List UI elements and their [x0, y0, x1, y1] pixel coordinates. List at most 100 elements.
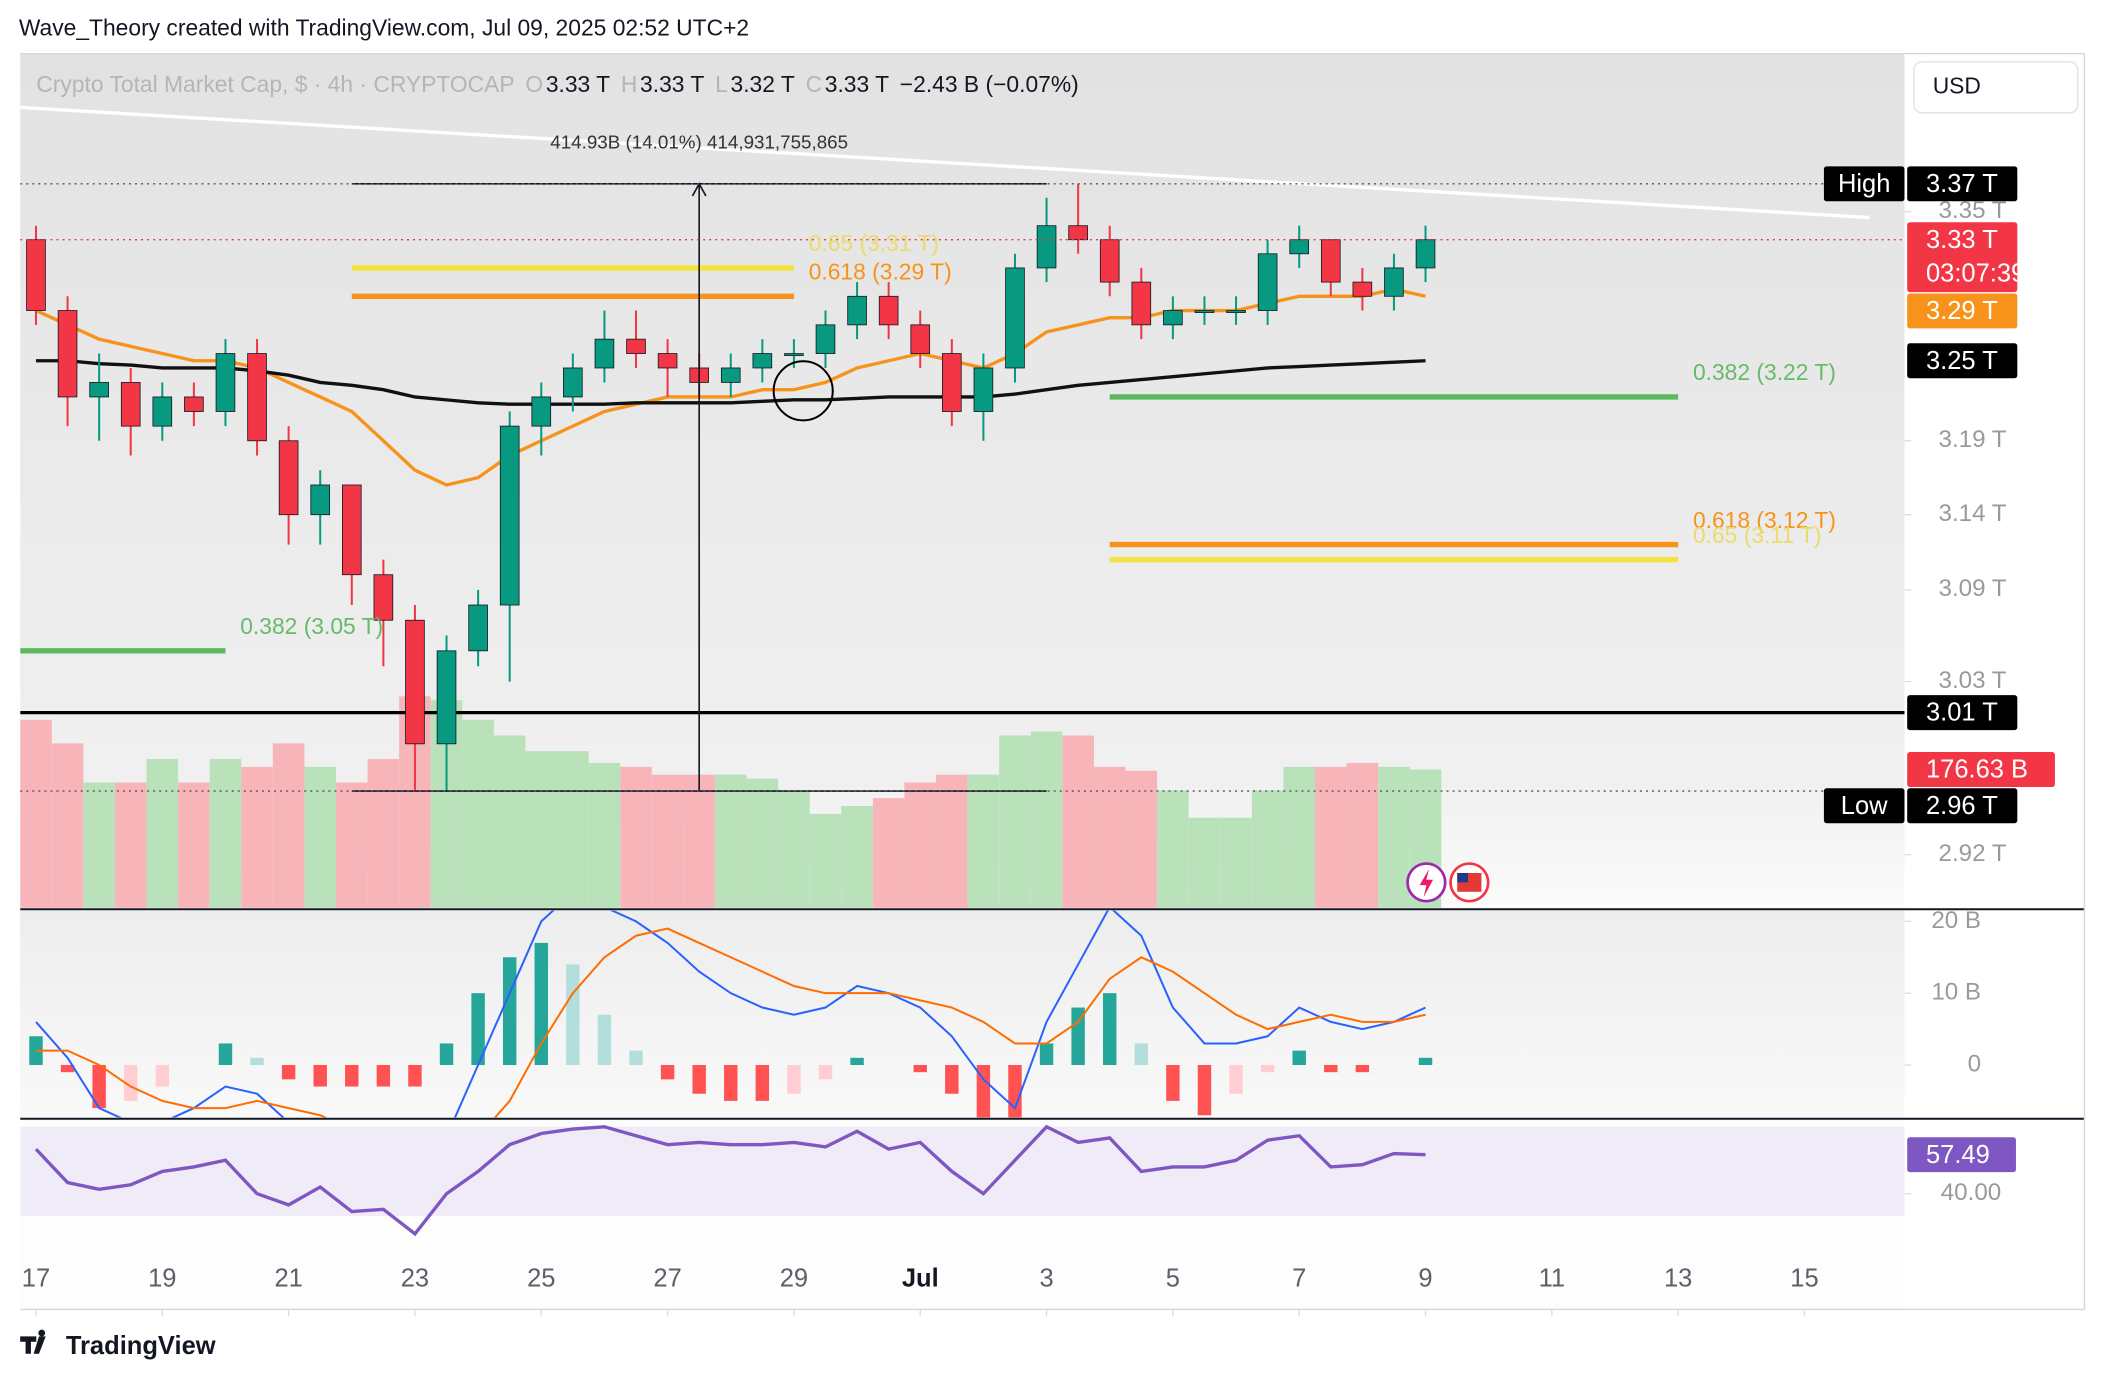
candle-body	[468, 604, 488, 652]
x-tick-label: 9	[1418, 1265, 1432, 1293]
symbol-legend: Crypto Total Market Cap, $ · 4h · CRYPTO…	[36, 71, 1078, 97]
candle-body	[720, 367, 741, 383]
axes: 2.92 T 3.03 T 3.09 T 3.14 T 3.19 T 3.35 T 0 10 …	[22, 197, 2007, 1317]
candle-body	[1415, 239, 1436, 269]
macd-histogram	[218, 1043, 233, 1065]
x-tick-label: 3	[1039, 1265, 1053, 1293]
x-tick-label: 25	[527, 1265, 555, 1293]
macd-histogram	[376, 1064, 391, 1087]
candle-body	[942, 353, 962, 412]
candle-body	[531, 396, 552, 427]
logo-mark	[20, 1329, 46, 1354]
rsi-line	[34, 1124, 1426, 1237]
x-tick-label: Jul	[902, 1265, 939, 1293]
ohlc-key: C	[806, 71, 823, 97]
macd-tick-label: 10 B	[1931, 979, 1981, 1006]
currency-label: USD	[1933, 72, 1981, 98]
macd-histogram	[787, 1064, 801, 1094]
macd-histogram	[345, 1064, 359, 1087]
measure-arrow	[691, 182, 707, 197]
candle-body	[120, 382, 141, 427]
macd-histogram	[124, 1064, 138, 1101]
candle-body	[310, 484, 331, 516]
event-icons[interactable]	[1406, 862, 1490, 903]
x-tick-label: 29	[780, 1265, 808, 1293]
candle-body	[1226, 310, 1246, 313]
ohlc-value: 3.32 T	[731, 71, 795, 97]
candle-body	[1257, 253, 1278, 311]
macd-histogram	[660, 1064, 675, 1080]
volume-bar	[999, 735, 1031, 908]
volume-bar	[146, 759, 179, 908]
volume-bar	[1062, 735, 1094, 908]
level-label: 0.65 (3.31 T)	[809, 230, 939, 256]
volume-bar	[20, 719, 52, 908]
volume-bar	[1251, 790, 1284, 908]
candle-body	[626, 338, 646, 354]
candle-body	[752, 353, 773, 369]
currency-button[interactable]	[1913, 61, 2079, 114]
macd-histogram	[408, 1064, 422, 1087]
candle-body	[247, 353, 267, 442]
candle-body	[657, 353, 678, 369]
macd-tick-label: 20 B	[1931, 907, 1981, 934]
candle-body	[1005, 267, 1025, 369]
price-badge-label: 3.37 T	[1926, 170, 1998, 198]
macd-histogram	[1071, 1007, 1085, 1065]
macd-histogram	[1260, 1064, 1275, 1073]
attribution: Wave_Theory created with TradingView.com…	[19, 15, 749, 41]
volume-bar	[967, 774, 1000, 908]
candle-body	[563, 367, 583, 398]
macd-histogram	[755, 1064, 770, 1101]
volume-bar	[841, 806, 873, 908]
candle-body	[373, 574, 394, 621]
y-tick-label: 3.09 T	[1939, 575, 2007, 602]
macd-histogram	[502, 957, 517, 1065]
trend-line	[20, 105, 1870, 220]
volume-bar	[1314, 766, 1347, 908]
price-badge-label: 2.96 T	[1926, 792, 1998, 820]
macd-signal-line	[35, 927, 1426, 1118]
volume-bar	[746, 778, 779, 908]
candle-body	[1099, 239, 1120, 283]
countdown: 03:07:39	[1926, 259, 2025, 287]
y-tick-label: 3.03 T	[1939, 667, 2007, 694]
ohlc-key: L	[715, 71, 728, 97]
macd-histogram	[281, 1064, 296, 1080]
main-pane	[20, 53, 1905, 908]
volume-bar	[872, 798, 905, 908]
macd-histogram	[629, 1050, 643, 1065]
footer-logo: TradingView	[20, 1329, 216, 1360]
x-tick-label: 7	[1292, 1265, 1306, 1293]
candle-body	[815, 324, 836, 354]
macd-layer	[29, 910, 1433, 1118]
price-badge	[1907, 788, 2018, 824]
price-badge	[1907, 752, 2055, 787]
macd-histogram	[724, 1064, 738, 1101]
macd-histogram	[471, 993, 485, 1065]
rsi-badge-label: 57.49	[1926, 1141, 1990, 1169]
y-tick-label: 3.14 T	[1939, 500, 2007, 527]
volume-bar	[1283, 766, 1315, 908]
price-badge-label: 3.01 T	[1926, 699, 1998, 727]
candle-body	[341, 484, 362, 576]
volume-bar	[83, 782, 115, 908]
volume-bar	[209, 759, 242, 908]
level-label: 0.65 (3.11 T)	[1693, 522, 1822, 548]
candle-body	[847, 295, 867, 326]
flag-canton	[1457, 872, 1469, 883]
badge-tag-label: Low	[1841, 792, 1888, 820]
price-badge	[1907, 695, 2018, 731]
x-tick-label: 17	[22, 1265, 50, 1293]
rsi-band	[20, 1126, 1905, 1217]
macd-histogram	[1166, 1064, 1180, 1101]
volume-bar	[304, 766, 336, 908]
candle-body	[1384, 267, 1404, 297]
x-tick-label: 11	[1539, 1265, 1565, 1293]
macd-pane	[20, 910, 1905, 1118]
y-tick-label: 2.92 T	[1939, 840, 2007, 867]
level-label: 0.382 (3.05 T)	[240, 613, 383, 639]
macd-histogram	[1039, 1043, 1054, 1065]
x-tick-label: 27	[653, 1265, 681, 1293]
